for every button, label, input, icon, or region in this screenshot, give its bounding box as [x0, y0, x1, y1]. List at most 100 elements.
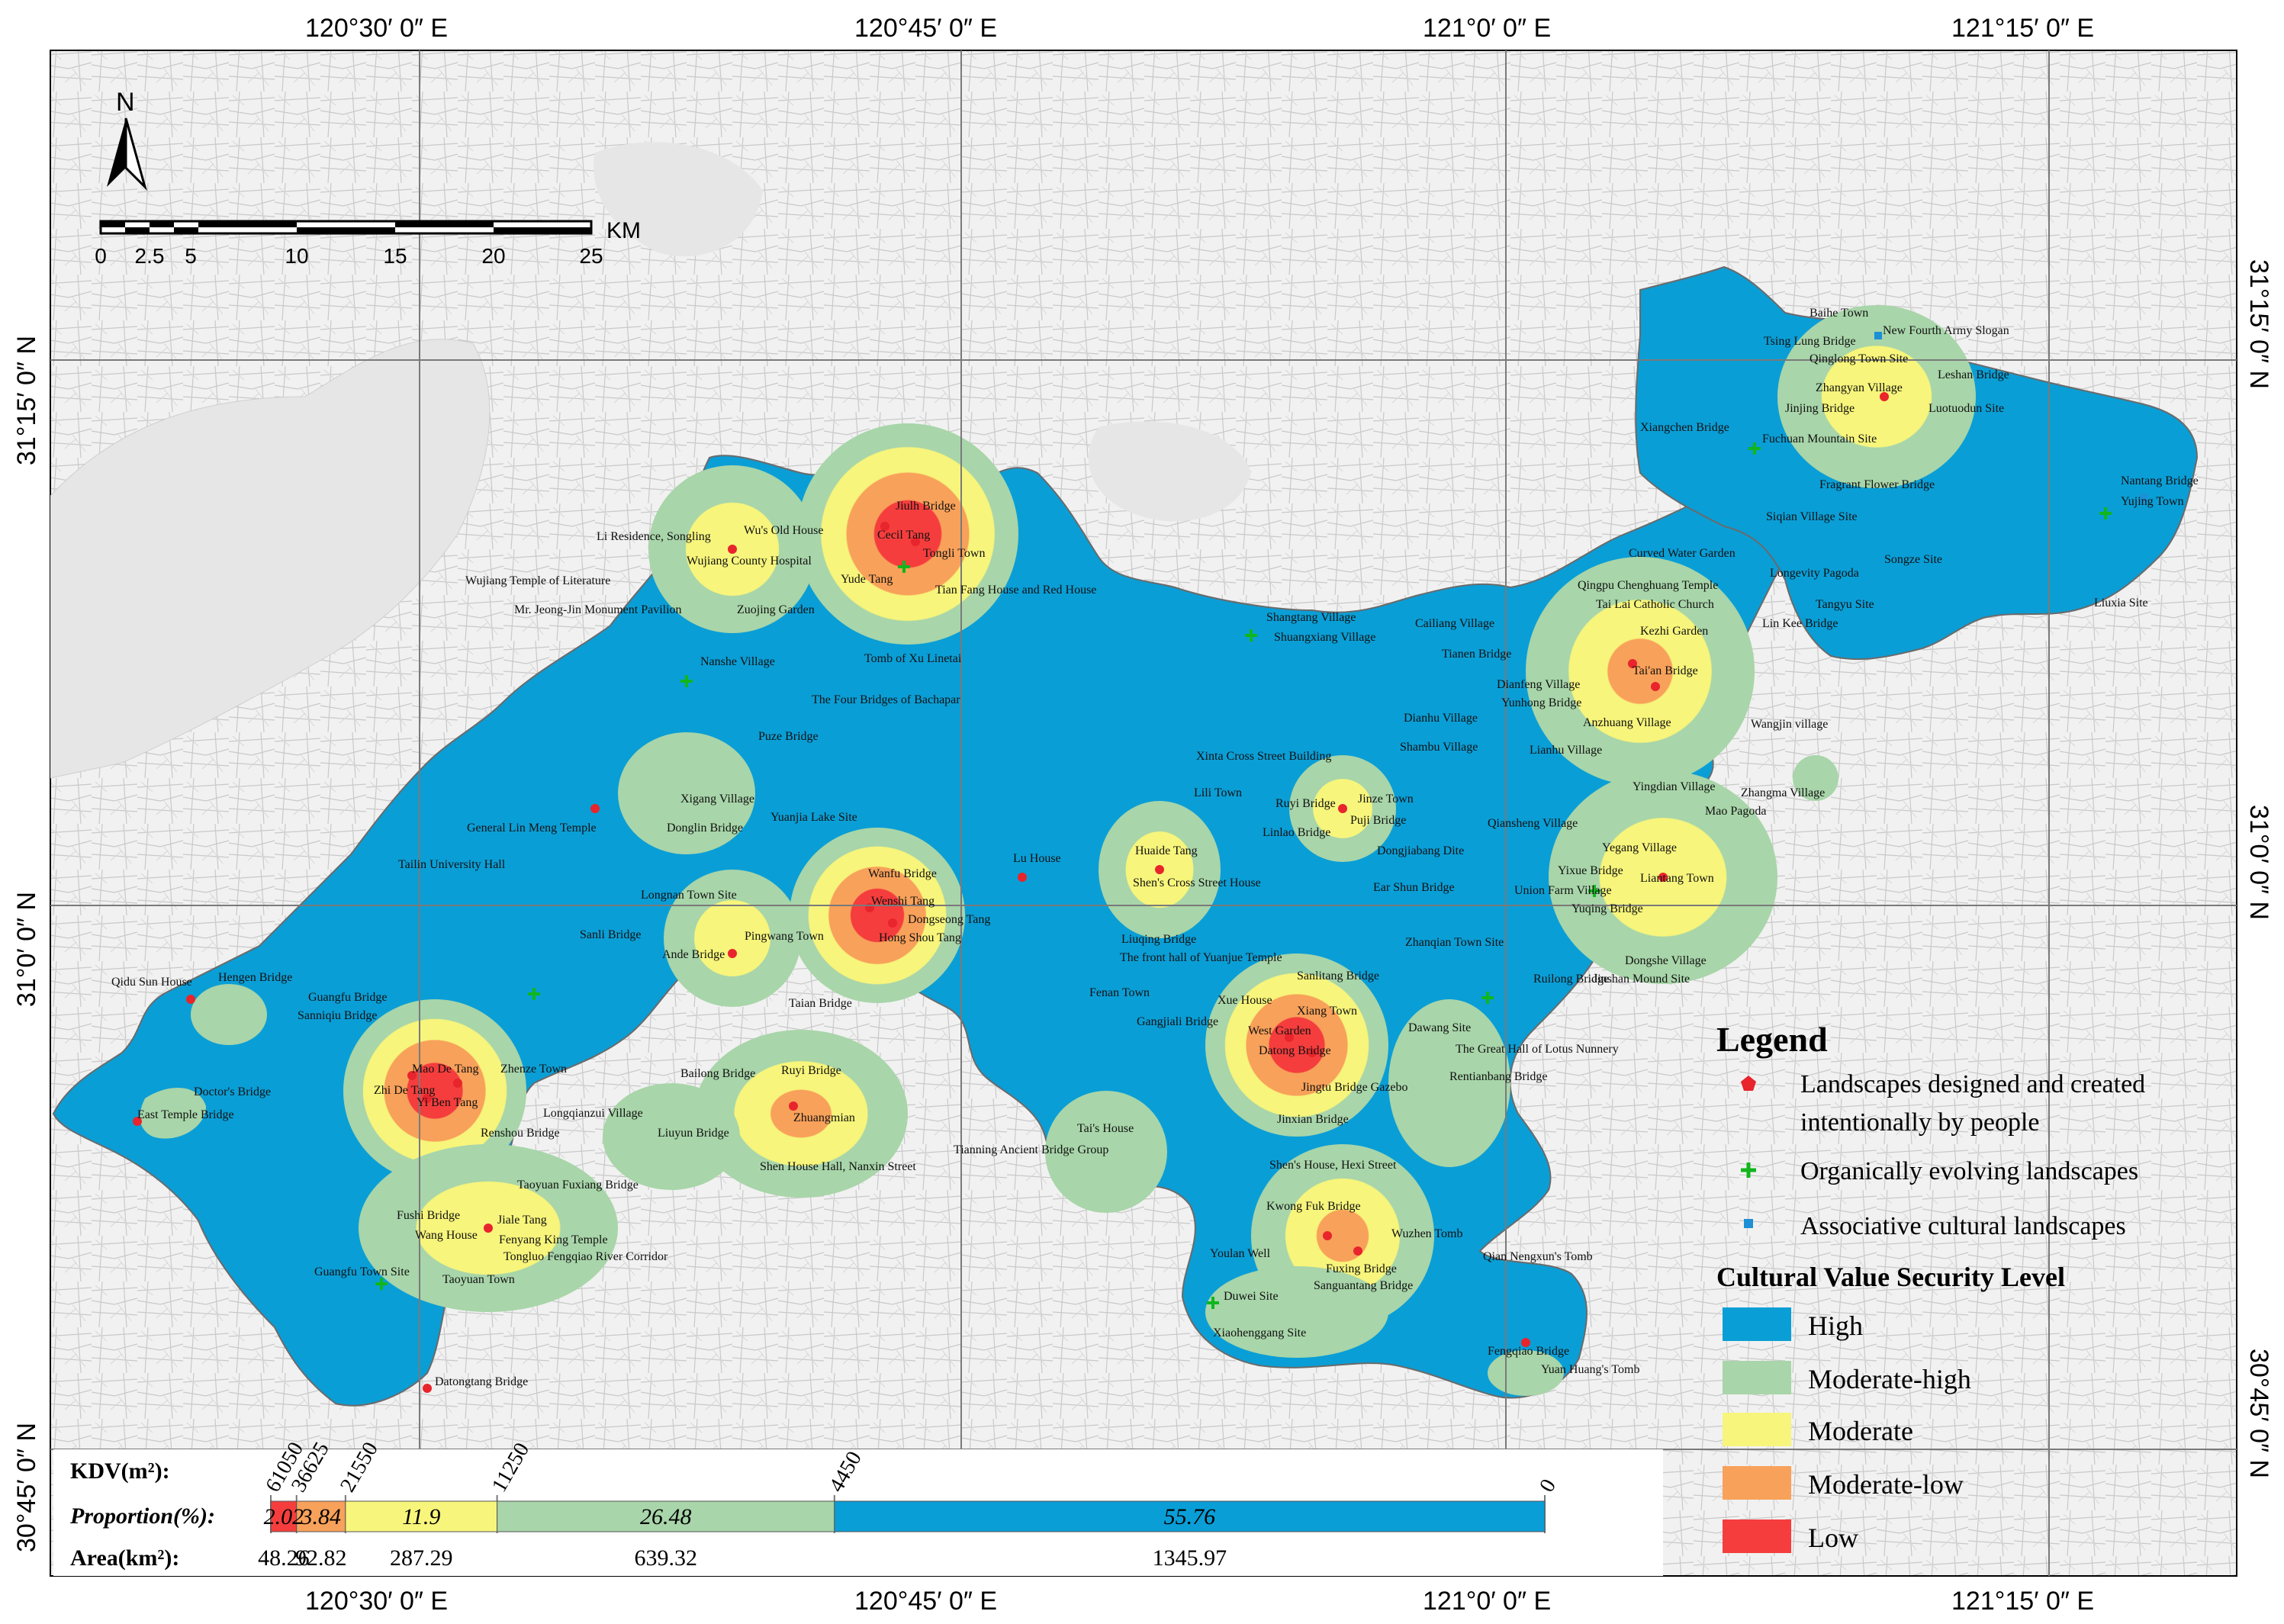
- cross-icon: [1741, 1163, 1756, 1178]
- place-label: Fuxing Bridge: [1326, 1262, 1397, 1275]
- kdv-area-value: 1345.97: [1153, 1545, 1227, 1571]
- kdv-segment: [270, 1500, 298, 1532]
- place-label: Jiulh Bridge: [896, 500, 956, 513]
- scale-bar: KM 0 2.5 5 10 15 20 25: [95, 218, 641, 268]
- place-label: General Lin Meng Temple: [467, 822, 597, 835]
- place-label: Taoyuan Town: [442, 1273, 515, 1286]
- place-label: Hong Shou Tang: [879, 931, 961, 944]
- place-label: Tai's House: [1077, 1122, 1134, 1135]
- place-label: Huaide Tang: [1135, 844, 1198, 857]
- scale-tick: 0: [95, 244, 107, 268]
- place-label: Yixue Bridge: [1558, 864, 1623, 877]
- place-label: Wuzhen Tomb: [1391, 1227, 1462, 1240]
- place-label: Fuchuan Mountain Site: [1762, 433, 1877, 445]
- place-label: Liantang Town: [1640, 872, 1714, 885]
- square-icon: [1744, 1219, 1753, 1228]
- place-label: Renshou Bridge: [481, 1127, 560, 1140]
- place-label: Wujiang Temple of Literature: [465, 574, 610, 587]
- place-label: Xue House: [1218, 994, 1272, 1007]
- place-label: Mao De Tang: [412, 1063, 478, 1076]
- place-label: Lu House: [1013, 852, 1061, 865]
- place-label: Shen's Cross Street House: [1133, 876, 1261, 889]
- kdv-label: KDV(m²):: [70, 1458, 170, 1484]
- place-label: Jiale Tang: [497, 1214, 547, 1227]
- place-label: Zhangma Village: [1741, 786, 1825, 799]
- svg-text:Low: Low: [1808, 1523, 1858, 1553]
- place-label: West Garden: [1248, 1024, 1311, 1037]
- right-coord-label: 30°45′ 0″ N: [2244, 1349, 2273, 1478]
- place-label: Luotuodun Site: [1929, 402, 2004, 415]
- place-label: Jinxian Bridge: [1277, 1113, 1349, 1126]
- top-coord-label: 120°30′ 0″ E: [305, 14, 448, 43]
- place-label: Fragrant Flower Bridge: [1819, 478, 1935, 491]
- place-label: Zhuangmian: [793, 1111, 855, 1124]
- place-label: Yunhong Bridge: [1501, 696, 1581, 709]
- place-label: Shambu Village: [1400, 741, 1478, 754]
- legend-point-designed: Landscapes designed and created intentio…: [1741, 1070, 2145, 1137]
- place-label: East Temple Bridge: [137, 1108, 234, 1121]
- bottom-coord-label: 121°15′ 0″ E: [1951, 1587, 2094, 1616]
- right-coord-label: 31°15′ 0″ N: [2244, 259, 2273, 389]
- place-label: Yuqing Bridge: [1571, 902, 1643, 915]
- svg-text:Moderate-low: Moderate-low: [1808, 1469, 1964, 1500]
- place-label: Liuqing Bridge: [1121, 933, 1196, 946]
- place-label: Anzhuang Village: [1583, 716, 1671, 729]
- landscape-points: [133, 332, 2147, 1393]
- place-label: Dawang Site: [1408, 1021, 1471, 1034]
- place-label: Linlao Bridge: [1263, 826, 1330, 839]
- lake-north: [594, 142, 763, 257]
- place-label: Sanguantang Bridge: [1314, 1279, 1413, 1292]
- place-label: Hengen Bridge: [218, 971, 292, 984]
- bottom-coord-label: 120°30′ 0″ E: [305, 1587, 448, 1616]
- kdv-area-value: 639.32: [634, 1545, 697, 1571]
- place-label: Sanniqiu Bridge: [298, 1009, 377, 1022]
- place-label: Ear Shun Bridge: [1373, 881, 1455, 894]
- place-label: Xigang Village: [680, 793, 754, 806]
- place-label: Sanlitang Bridge: [1297, 970, 1379, 982]
- place-label: Yegang Village: [1602, 841, 1677, 854]
- place-label: Shen House Hall, Nanxin Street: [760, 1160, 916, 1173]
- area-label: Area(km²):: [70, 1545, 179, 1571]
- left-coord-label: 30°45′ 0″ N: [12, 1423, 41, 1552]
- place-label: Guangfu Town Site: [314, 1265, 410, 1278]
- kdv-proportion-value: 2.02: [264, 1504, 304, 1529]
- place-label: Songze Site: [1884, 553, 1942, 566]
- top-coord-label: 121°0′ 0″ E: [1423, 14, 1551, 43]
- proportion-label: Proportion(%):: [69, 1503, 215, 1529]
- place-label: Tai Lai Catholic Church: [1596, 598, 1714, 611]
- place-label: Lin Kee Bridge: [1762, 617, 1838, 630]
- kdv-proportion-value: 3.84: [301, 1504, 342, 1529]
- place-label: Gangjiali Bridge: [1137, 1015, 1218, 1028]
- place-label: Jinze Town: [1358, 793, 1414, 806]
- place-label: Wujiang County Hospital: [687, 555, 812, 568]
- place-label: Donglin Bridge: [667, 822, 743, 835]
- place-label: Jinjing Bridge: [1785, 402, 1855, 415]
- place-label: Dongshe Village: [1625, 954, 1707, 967]
- place-label: Zhi De Tang: [374, 1084, 435, 1097]
- kdv-segment: [345, 1500, 498, 1532]
- place-label: Rentianbang Bridge: [1449, 1070, 1547, 1083]
- place-label: Cailiang Village: [1415, 617, 1494, 630]
- svg-text:Landscapes designed and create: Landscapes designed and created: [1800, 1070, 2145, 1098]
- kdv-bar: KDV(m²): Proportion(%): Area(km²): 61050…: [53, 1438, 1663, 1576]
- place-label: Duwei Site: [1224, 1290, 1279, 1303]
- kdv-area-value: 92.82: [295, 1545, 347, 1571]
- place-label: Shen's House, Hexi Street: [1269, 1159, 1397, 1172]
- top-coord-label: 120°45′ 0″ E: [854, 14, 997, 43]
- place-label: Curved Water Garden: [1629, 547, 1736, 560]
- place-label: Wu's Old House: [744, 524, 823, 537]
- pentagon-icon: [1741, 1076, 1756, 1091]
- legend-point-organic: Organically evolving landscapes: [1741, 1157, 2138, 1185]
- place-label: Yuan Huang's Tomb: [1541, 1363, 1639, 1376]
- place-label: Qingpu Chenghuang Temple: [1578, 579, 1718, 592]
- place-label: Tian Fang House and Red House: [935, 584, 1096, 597]
- legend: Legend Landscapes designed and created i…: [1716, 1020, 2145, 1553]
- place-label: The front hall of Yuanjue Temple: [1120, 951, 1282, 964]
- place-label: Zhangyan Village: [1816, 381, 1903, 394]
- scale-tick: 10: [285, 244, 308, 268]
- bottom-coord-label: 121°0′ 0″ E: [1423, 1587, 1551, 1616]
- place-label: Tomb of Xu Linetai: [864, 652, 962, 665]
- place-label: Bailong Bridge: [680, 1067, 755, 1080]
- place-label: Qiansheng Village: [1488, 817, 1578, 830]
- place-label: Puze Bridge: [758, 730, 819, 743]
